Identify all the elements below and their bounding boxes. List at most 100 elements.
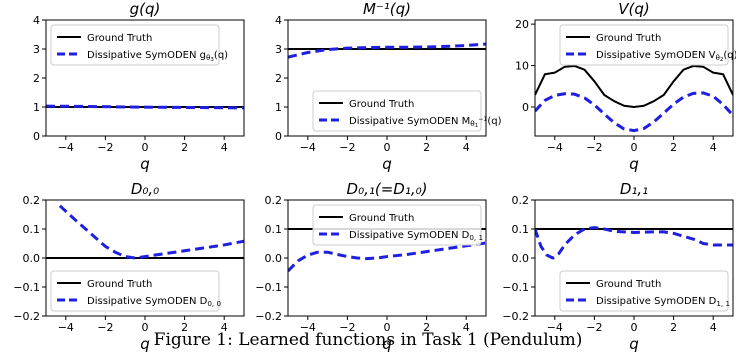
y-tick-label: 0	[522, 101, 529, 114]
y-tick-label: 0.1	[512, 223, 530, 236]
legend-label-part: Ground Truth	[87, 279, 152, 290]
legend: Ground Truth Dissipative SymODEN D0, 1	[312, 204, 483, 246]
legend: Ground Truth Dissipative SymODEN Mθ1−1(q)	[312, 90, 502, 132]
y-tick-label: −0.2	[255, 310, 282, 323]
chart-d11: D₁,₁ −4 −2 0 2 4 −0.2 −0.1 0.0 0.1 0.2 q Ground Trut…	[502, 180, 734, 353]
x-axis-label: q	[382, 335, 392, 353]
chart-title: D₁,₁	[620, 180, 648, 198]
plot-area	[288, 42, 486, 59]
legend-label-part: (q)	[214, 50, 228, 61]
x-tick-label: −4	[300, 141, 316, 154]
x-axis-label: q	[629, 335, 639, 353]
legend-box	[312, 90, 482, 132]
chart-d01: D₀,₁(=D₁,₀) −4 −2 0 2 4 −0.2 −0.1 0.0 0.1 0.2 q Grou…	[255, 180, 487, 353]
x-tick-label: 0	[142, 141, 149, 154]
x-tick-label: −4	[300, 321, 316, 334]
x-tick-label: 2	[423, 321, 430, 334]
legend-label-part: (q)	[487, 116, 501, 127]
y-tick-label: 4	[275, 14, 282, 27]
y-tick-label: 0.1	[23, 223, 41, 236]
legend-label-part: Dissipative SymODEN M	[349, 116, 470, 127]
legend-label-part: θ	[206, 53, 210, 62]
x-tick-label: 0	[631, 321, 638, 334]
series-line-1	[288, 42, 486, 59]
y-tick-label: 0.0	[265, 252, 283, 265]
legend-label-part: −1	[478, 116, 487, 123]
legend-box	[50, 24, 220, 66]
y-tick-label: 0.1	[265, 223, 283, 236]
x-tick-label: 4	[221, 321, 228, 334]
y-tick-label: 0.2	[512, 194, 530, 207]
x-tick-label: 0	[142, 321, 149, 334]
legend-label: Dissipative SymODEN Mθ1−1(q)	[349, 116, 502, 129]
chart-title: g(q)	[130, 0, 161, 18]
legend-label-part: θ	[716, 53, 720, 62]
legend-label: Ground Truth	[349, 213, 414, 224]
x-tick-label: 0	[631, 141, 638, 154]
y-tick-label: −0.1	[13, 281, 40, 294]
series-line-1	[535, 91, 733, 133]
legend-label: Dissipative SymODEN D1, 1	[596, 296, 730, 308]
series-line-1	[46, 104, 244, 110]
y-tick-label: −0.2	[502, 310, 529, 323]
chart-g: g(q) −4 −2 0 2 4 0 1 2 3 4 q Ground Truth Dissipative…	[33, 0, 245, 173]
y-tick-label: −0.1	[255, 281, 282, 294]
legend-label-part: Dissipative SymODEN D	[596, 296, 717, 307]
legend-label: Dissipative SymODEN Vθ2(q)	[596, 50, 736, 63]
x-tick-label: 4	[221, 141, 228, 154]
legend-label-part: Dissipative SymODEN g	[87, 50, 206, 61]
y-tick-label: 0.2	[265, 194, 283, 207]
x-tick-label: −4	[58, 321, 74, 334]
chart-title: D₀,₀	[131, 180, 159, 198]
legend-label-part: 0, 0	[207, 299, 221, 308]
x-tick-label: −2	[97, 321, 113, 334]
legend-box	[559, 270, 729, 312]
chart-v: V(q) −4 −2 0 2 4 0 10 20 q Ground Truth Dissipative…	[515, 0, 736, 173]
legend-label-part: Dissipative SymODEN D	[87, 296, 208, 307]
legend-label-part: Ground Truth	[349, 213, 414, 224]
legend-label: Ground Truth	[596, 33, 661, 44]
legend: Ground Truth Dissipative SymODEN D1, 1	[559, 270, 730, 312]
x-tick-label: −2	[586, 141, 602, 154]
y-tick-label: 0.0	[512, 252, 530, 265]
legend-label-part: (q)	[723, 50, 736, 61]
chart-d00: D₀,₀ −4 −2 0 2 4 −0.2 −0.1 0.0 0.1 0.2 q Ground Trut…	[13, 180, 245, 353]
x-tick-label: 2	[181, 321, 188, 334]
series-line-1	[58, 204, 244, 260]
plot-area	[46, 204, 244, 260]
y-tick-label: 2	[33, 72, 40, 85]
plot-area	[46, 104, 244, 110]
x-tick-label: 4	[463, 141, 470, 154]
legend-label-part: Dissipative SymODEN D	[349, 230, 470, 241]
chart-minv: M⁻¹(q) −4 −2 0 2 4 0 1 2 3 4 q Ground Truth Dissipati…	[275, 0, 502, 173]
series-line-0	[535, 64, 733, 108]
y-tick-label: 2	[275, 72, 282, 85]
y-tick-label: −0.1	[502, 281, 529, 294]
legend-label-part: 0, 1	[469, 233, 483, 242]
legend-label: Ground Truth	[87, 279, 152, 290]
legend-label: Ground Truth	[349, 99, 414, 110]
y-tick-label: 1	[275, 101, 282, 114]
legend: Ground Truth Dissipative SymODEN Vθ2(q)	[559, 24, 736, 66]
legend-label-part: 2	[720, 57, 724, 63]
legend-label-part: Ground Truth	[349, 99, 414, 110]
legend-box	[50, 270, 220, 312]
x-tick-label: 4	[710, 321, 717, 334]
series-line-1	[535, 226, 733, 260]
legend-label: Ground Truth	[87, 33, 152, 44]
y-tick-label: −0.2	[13, 310, 40, 323]
x-tick-label: 2	[670, 141, 677, 154]
x-tick-label: 2	[670, 321, 677, 334]
x-tick-label: −2	[586, 321, 602, 334]
legend-label-part: θ	[470, 119, 474, 128]
y-tick-label: 0.2	[23, 194, 41, 207]
x-axis-label: q	[140, 155, 150, 173]
legend-box	[312, 204, 482, 246]
legend-label-part: Ground Truth	[87, 33, 152, 44]
y-tick-label: 20	[515, 18, 529, 31]
y-tick-label: 1	[33, 101, 40, 114]
x-tick-label: −2	[97, 141, 113, 154]
plot-area	[535, 226, 733, 260]
legend-box	[559, 24, 729, 66]
